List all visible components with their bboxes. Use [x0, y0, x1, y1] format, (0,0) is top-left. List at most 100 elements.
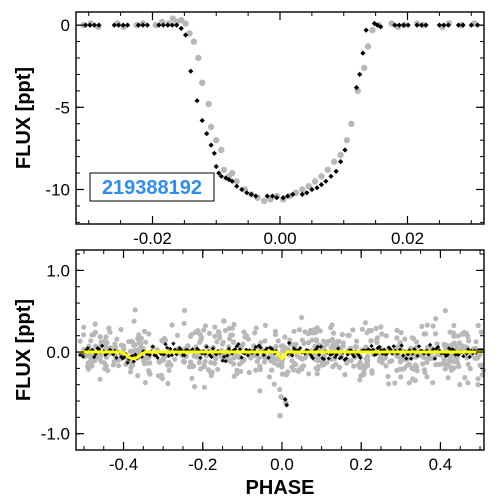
bottom-binned-point: [139, 354, 144, 359]
bottom-binned-point: [96, 347, 102, 352]
top-raw-point: [190, 38, 198, 45]
bottom-binned-point: [374, 352, 379, 357]
bottom-binned-point: [92, 354, 97, 360]
bottom-raw-point: [165, 380, 171, 387]
bottom-raw-point: [459, 331, 465, 337]
bottom-raw-point: [169, 322, 175, 328]
bottom-binned-point: [428, 342, 433, 347]
bottom-raw-point: [424, 345, 430, 351]
bottom-panel: -0.4 -0.2 0.0 0.2 0.4 1.0 0.0 -1.0 FLUX [ppt] P…: [13, 249, 487, 499]
bottom-raw-point: [88, 338, 94, 344]
bottom-raw-point: [456, 363, 462, 369]
bottom-binned-point: [399, 343, 404, 348]
bottom-binned-point: [261, 352, 266, 358]
top-binned-point: [392, 22, 398, 28]
bottom-raw-point: [201, 363, 207, 370]
bottom-binned-point: [171, 341, 176, 346]
top-binned-point: [160, 22, 166, 28]
bottom-raw-point: [467, 366, 473, 372]
bottom-raw-point: [130, 362, 136, 368]
top-raw-point: [182, 20, 189, 27]
bottom-raw-point: [127, 348, 133, 354]
top-binned-point: [183, 32, 189, 38]
top-raw-point: [218, 146, 225, 154]
bottom-raw-point: [135, 335, 141, 341]
bottom-binned-point: [377, 344, 382, 349]
bottom-x-tick-label: -0.2: [188, 455, 217, 474]
bottom-binned-point: [451, 348, 456, 353]
bottom-raw-point: [253, 325, 259, 331]
top-raw-point: [233, 178, 240, 185]
bottom-raw-points: [77, 307, 487, 419]
bottom-raw-point: [131, 318, 137, 324]
bottom-raw-point: [212, 360, 218, 367]
bottom-raw-point: [241, 329, 247, 335]
bottom-binned-point: [225, 353, 230, 358]
top-binned-point: [116, 22, 122, 28]
top-binned-point: [405, 22, 411, 28]
bottom-raw-point: [350, 327, 356, 333]
bottom-raw-point: [432, 331, 439, 337]
bottom-raw-point: [420, 361, 426, 367]
bottom-binned-point: [336, 346, 341, 351]
top-binned-point: [274, 195, 280, 201]
bottom-raw-point: [188, 333, 194, 339]
bottom-raw-point: [442, 308, 448, 314]
bottom-binned-point: [119, 354, 124, 359]
top-raw-point: [324, 166, 331, 173]
top-binned-point: [264, 193, 270, 199]
bottom-raw-point: [443, 361, 449, 367]
top-raw-point: [260, 197, 268, 205]
bottom-raw-point: [394, 327, 400, 333]
bottom-binned-point: [237, 347, 243, 352]
bottom-binned-point: [391, 344, 396, 349]
bottom-raw-point: [378, 324, 384, 330]
bottom-binned-point: [447, 346, 452, 351]
bottom-binned-point: [196, 348, 201, 353]
bottom-raw-point: [385, 373, 391, 380]
top-raw-point: [207, 123, 215, 131]
bottom-binned-point: [190, 347, 195, 352]
top-binned-point: [140, 22, 146, 28]
bottom-raw-point: [345, 332, 351, 338]
bottom-raw-point: [81, 332, 87, 338]
bottom-y-tick-label: 0.0: [46, 343, 70, 362]
bottom-raw-point: [81, 324, 87, 330]
bottom-raw-point: [433, 316, 439, 322]
bottom-raw-point: [383, 333, 389, 339]
bottom-binned-point: [252, 348, 257, 353]
bottom-binned-point: [412, 347, 417, 352]
bottom-binned-point: [404, 356, 409, 361]
bottom-raw-point: [379, 360, 385, 366]
bottom-raw-point: [465, 380, 471, 386]
bottom-raw-point: [272, 331, 278, 338]
top-binned-point: [165, 22, 171, 28]
top-raw-point: [348, 120, 355, 128]
bottom-binned-point: [436, 344, 441, 350]
bottom-binned-point: [334, 352, 339, 357]
bottom-binned-point: [467, 354, 472, 360]
top-y-tick-label: -10: [45, 180, 70, 199]
bottom-raw-point: [336, 364, 343, 370]
bottom-raw-point: [257, 388, 263, 394]
bottom-binned-point: [209, 354, 214, 360]
top-raw-point: [152, 21, 159, 29]
bottom-binned-point: [234, 344, 239, 349]
bottom-raw-point: [252, 330, 258, 336]
top-x-tick-label: 0.02: [391, 229, 424, 248]
bottom-raw-point: [329, 336, 335, 342]
bottom-raw-point: [278, 343, 285, 349]
bottom-raw-point: [98, 339, 104, 345]
bottom-raw-point: [135, 373, 141, 379]
bottom-binned-point: [461, 354, 466, 359]
top-tick-labels: -0.02 0.00 0.02 0 -5 -10: [45, 16, 424, 248]
bottom-x-tick-label: 0.2: [349, 455, 373, 474]
top-binned-point: [342, 147, 348, 153]
target-id-box: [89, 172, 215, 202]
bottom-raw-point: [212, 333, 218, 339]
top-binned-point: [111, 22, 117, 28]
bottom-raw-point: [127, 369, 134, 375]
bottom-binned-point: [310, 356, 315, 361]
bottom-binned-point: [409, 356, 414, 361]
bottom-raw-point: [158, 372, 165, 378]
